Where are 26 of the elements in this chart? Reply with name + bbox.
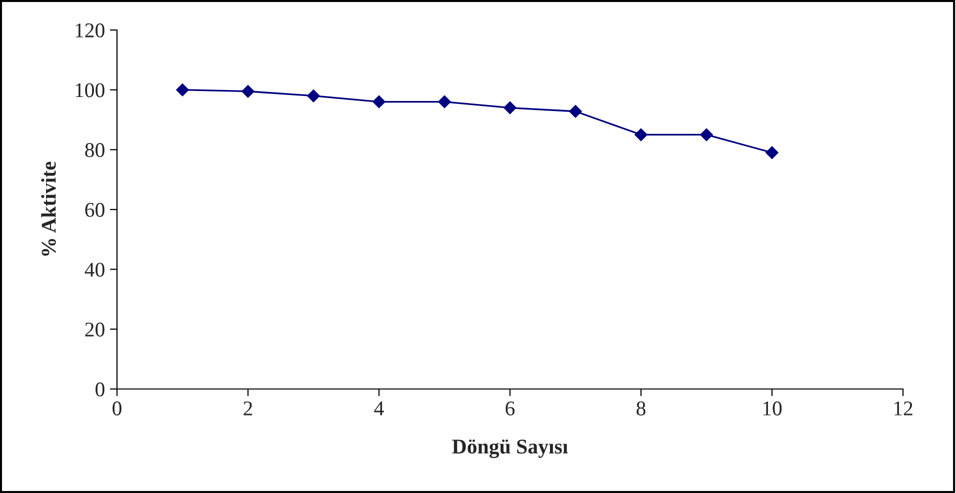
y-tick-label: 0 xyxy=(96,382,104,396)
x-axis-title: Döngü Sayısı xyxy=(452,440,568,458)
x-tick-label: 10 xyxy=(763,401,782,416)
point xyxy=(242,84,254,98)
y-tick-label: 40 xyxy=(84,262,104,277)
point xyxy=(504,101,516,114)
point xyxy=(634,128,648,142)
point xyxy=(569,104,582,118)
y-tick-label: 60 xyxy=(85,202,104,217)
x-tick-label: 6 xyxy=(506,401,515,416)
point xyxy=(766,146,778,160)
y-tick-label: 100 xyxy=(76,83,104,98)
y-tick-label: 20 xyxy=(85,322,104,337)
y-axis-title: % Aktivite xyxy=(41,162,56,256)
point xyxy=(700,128,713,142)
x-tick-label: 0 xyxy=(112,401,122,416)
point xyxy=(176,83,189,96)
y-tick-label: 120 xyxy=(76,23,104,38)
point xyxy=(438,95,451,108)
x-tick-label: 8 xyxy=(636,401,646,416)
point xyxy=(307,89,320,102)
x-tick-label: 4 xyxy=(374,402,384,416)
x-tick-label: 2 xyxy=(244,401,252,416)
point xyxy=(372,95,386,108)
y-tick-label: 80 xyxy=(85,143,104,158)
x-tick-label: 12 xyxy=(894,401,912,416)
